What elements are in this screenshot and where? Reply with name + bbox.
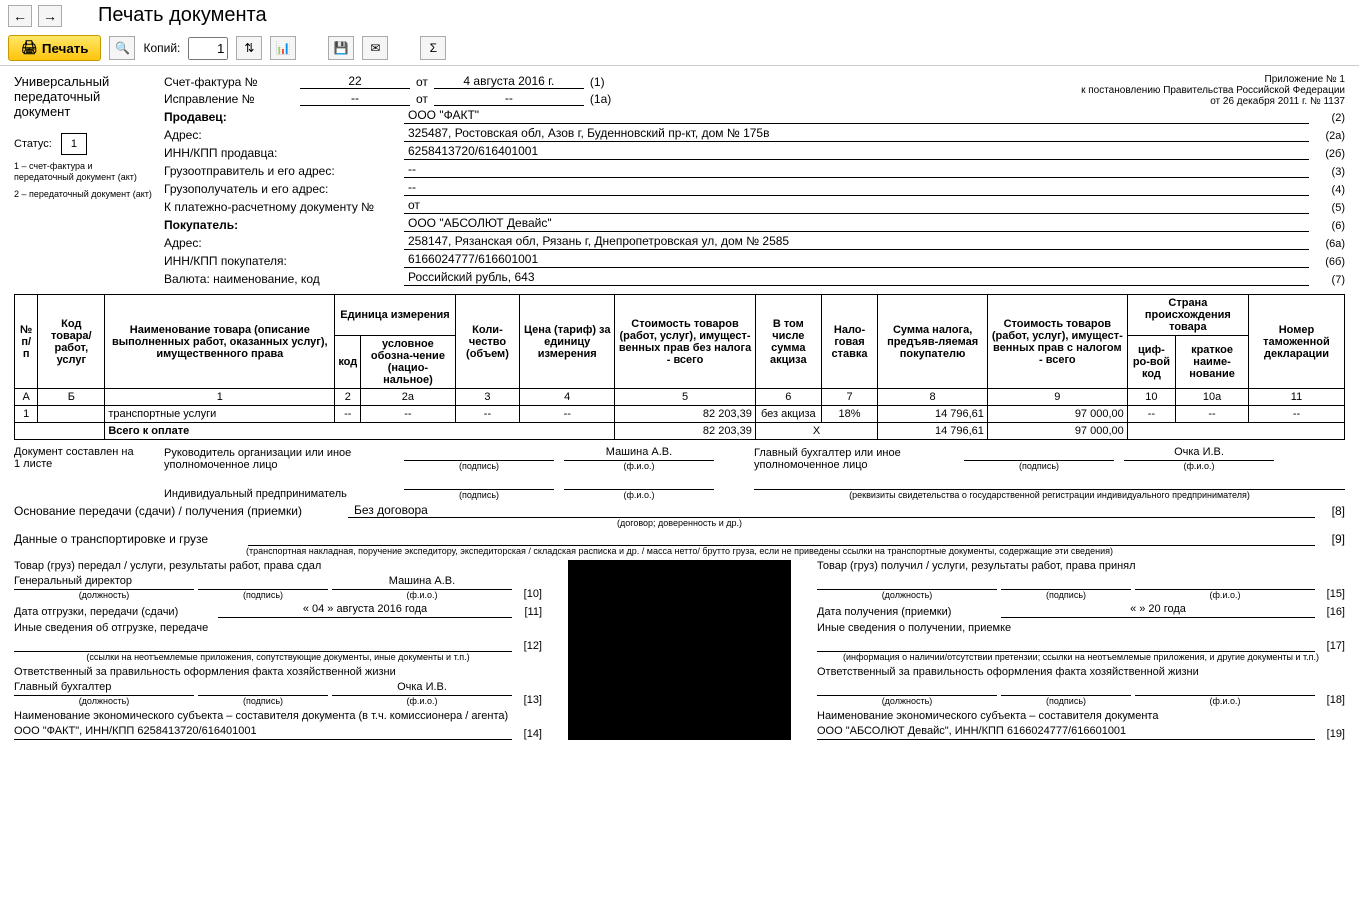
copies-label: Копий: <box>143 41 180 55</box>
field-row: Валюта: наименование, кодРоссийский рубл… <box>164 270 1345 286</box>
left-column: Универсальный передаточный документ Стат… <box>14 74 154 288</box>
back-button[interactable]: ← <box>8 5 32 27</box>
two-columns: Товар (груз) передал / услуги, результат… <box>14 560 1345 740</box>
spinner-button[interactable]: ⇅ <box>236 36 262 60</box>
preview-button[interactable]: 🔍 <box>109 36 135 60</box>
left-block: Товар (груз) передал / услуги, результат… <box>14 560 542 740</box>
export-button[interactable]: 📊 <box>270 36 296 60</box>
field-row: ИНН/КПП покупателя:6166024777/616601001(… <box>164 252 1345 268</box>
forward-button[interactable]: → <box>38 5 62 27</box>
field-row: Адрес:258147, Рязанская обл, Рязань г, Д… <box>164 234 1345 250</box>
field-row: Покупатель:ООО "АБСОЛЮТ Девайс"(6) <box>164 216 1345 232</box>
items-table: № п/п Код товара/ работ, услуг Наименова… <box>14 294 1345 440</box>
print-button[interactable]: 🖨 Печать <box>8 35 101 61</box>
field-row: Грузоотправитель и его адрес:--(3) <box>164 162 1345 178</box>
field-row: Продавец:ООО "ФАКТ"(2) <box>164 108 1345 124</box>
transport-row: Данные о транспортировке и грузе [9] <box>14 531 1345 546</box>
printer-icon: 🖨 <box>21 40 38 56</box>
right-block: Товар (груз) получил / услуги, результат… <box>817 560 1345 740</box>
nav-toolbar: ← → Печать документа <box>0 0 1359 31</box>
window-title: Печать документа <box>98 4 267 27</box>
field-row: ИНН/КПП продавца:6258413720/616401001(2б… <box>164 144 1345 160</box>
field-row: Адрес:325487, Ростовская обл, Азов г, Бу… <box>164 126 1345 142</box>
copies-input[interactable] <box>188 37 228 60</box>
signatures: Документ составлен на 1 листе Руководите… <box>14 446 1345 500</box>
sum-button[interactable]: Σ <box>420 36 446 60</box>
email-button[interactable]: ✉ <box>362 36 388 60</box>
print-toolbar: 🖨 Печать 🔍 Копий: ⇅ 📊 💾 ✉ Σ <box>0 31 1359 66</box>
basis-row: Основание передачи (сдачи) / получения (… <box>14 503 1345 518</box>
status-value: 1 <box>61 133 87 155</box>
save-button[interactable]: 💾 <box>328 36 354 60</box>
appendix-note: Приложение № 1 к постановлению Правитель… <box>1081 74 1345 107</box>
document-area: Универсальный передаточный документ Стат… <box>0 66 1359 748</box>
main-column: Приложение № 1 к постановлению Правитель… <box>164 74 1345 288</box>
field-row: Грузополучатель и его адрес:--(4) <box>164 180 1345 196</box>
field-row: К платежно-расчетному документу №от(5) <box>164 198 1345 214</box>
